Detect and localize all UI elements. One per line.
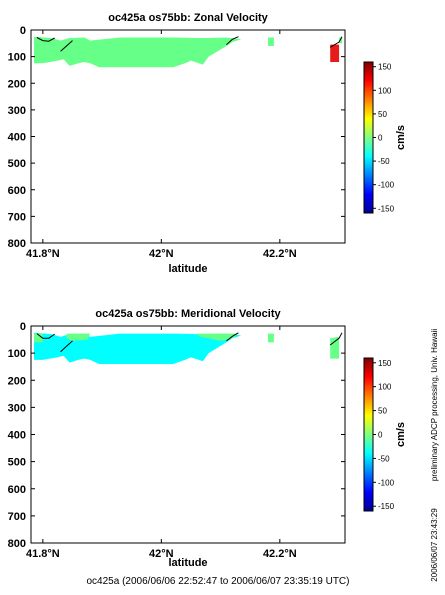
colorbar-tick-label: -100: [378, 478, 395, 487]
colorbar: 150 100 50 0 -50 -100 -150 cm/s: [363, 61, 407, 214]
colorbar-tick-label: 150: [378, 359, 392, 368]
x-tick-label: 42°N: [149, 548, 174, 560]
colorbar-tick-label: 50: [378, 110, 387, 119]
colorbar-tick-label: 0: [378, 431, 383, 440]
contour-lines: [36, 36, 343, 52]
y-tick-label: 600: [8, 484, 26, 496]
colorbar-label: cm/s: [395, 125, 407, 150]
y-tick-label: 200: [8, 375, 26, 387]
colorbar-gradient: [363, 357, 374, 512]
y-tick-label: 600: [8, 185, 26, 197]
y-tick-label: 500: [8, 457, 26, 469]
colorbar-label: cm/s: [395, 422, 407, 447]
side-note: preliminary ADCP processing, Univ. Hawai…: [430, 329, 439, 481]
footer-text: oc425a (2006/06/06 22:52:47 to 2006/06/0…: [87, 576, 350, 587]
meridional-right-patch: [330, 336, 340, 359]
y-tick-label: 700: [8, 511, 26, 523]
y-tick-label: 500: [8, 158, 26, 170]
zonal-band-main: [34, 36, 242, 68]
meridional-green-right: [196, 333, 239, 341]
colorbar-tick-label: -150: [378, 204, 395, 213]
y-tick-label: 0: [20, 25, 26, 37]
zonal-contour-4: [329, 36, 343, 48]
x-tick-label: 42.2°N: [263, 248, 297, 260]
colorbar-tick-label: -50: [378, 157, 390, 166]
colorbar-gradient: [363, 61, 374, 214]
chart-title: oc425a os75bb: Zonal Velocity: [108, 12, 268, 24]
zonal-red-patch: [330, 44, 340, 62]
meridional-green-left: [34, 333, 43, 343]
x-axis-label: latitude: [168, 263, 207, 275]
meridional-contour-4: [329, 332, 343, 346]
y-tick-label: 100: [8, 348, 26, 360]
contour-lines: [36, 332, 343, 353]
y-tick-label: 800: [8, 538, 26, 550]
y-axis-ticks: 0 100 200 300 400 500 600 700 800: [8, 321, 345, 550]
y-tick-label: 200: [8, 78, 26, 90]
colorbar: 150 100 50 0 -50 -100 -150 cm/s: [363, 357, 407, 512]
y-tick-label: 300: [8, 402, 26, 414]
x-tick-label: 42°N: [149, 248, 174, 260]
x-axis-ticks: 41.8°N 42°N 42.2°N: [26, 30, 297, 260]
zonal-contour-2: [60, 40, 73, 52]
meridional-velocity-panel: oc425a os75bb: Meridional Velocity 41.8°…: [8, 308, 407, 569]
velocity-regions: [34, 36, 342, 68]
colorbar-tick-label: 100: [378, 383, 392, 392]
x-axis-ticks: 41.8°N 42°N 42.2°N: [26, 326, 297, 560]
meridional-contour-1: [36, 333, 55, 339]
colorbar-tick-label: 0: [378, 134, 383, 143]
y-tick-label: 100: [8, 52, 26, 64]
zonal-velocity-panel: oc425a os75bb: Zonal Velocity 41.8°N 42°N…: [8, 12, 407, 275]
colorbar-tick-label: -100: [378, 181, 395, 190]
colorbar-tick-label: -150: [378, 502, 395, 511]
x-tick-label: 41.8°N: [26, 548, 60, 560]
side-date: 2006/06/07 23:43:29: [430, 508, 439, 582]
y-tick-label: 400: [8, 132, 26, 144]
y-tick-label: 300: [8, 105, 26, 117]
meridional-contour-2: [60, 340, 73, 353]
x-axis-label: latitude: [168, 557, 207, 569]
x-tick-label: 42.2°N: [263, 548, 297, 560]
x-tick-label: 41.8°N: [26, 248, 60, 260]
meridional-green-mid: [66, 333, 91, 341]
y-axis-ticks: 0 100 200 300 400 500 600 700 800: [8, 25, 345, 250]
zonal-contour-3: [226, 36, 239, 45]
y-tick-label: 0: [20, 321, 26, 333]
colorbar-tick-label: -50: [378, 454, 390, 463]
y-tick-label: 400: [8, 430, 26, 442]
zonal-contour-1: [36, 37, 55, 42]
colorbar-tick-label: 150: [378, 63, 392, 72]
meridional-small-patch: [268, 333, 274, 343]
y-tick-label: 800: [8, 238, 26, 250]
meridional-band-main: [34, 332, 242, 364]
zonal-small-patch: [268, 37, 274, 46]
y-tick-label: 700: [8, 211, 26, 223]
chart-title: oc425a os75bb: Meridional Velocity: [95, 308, 281, 320]
colorbar-tick-label: 100: [378, 86, 392, 95]
velocity-regions: [34, 332, 340, 364]
meridional-contour-3: [226, 332, 239, 342]
colorbar-tick-label: 50: [378, 407, 387, 416]
